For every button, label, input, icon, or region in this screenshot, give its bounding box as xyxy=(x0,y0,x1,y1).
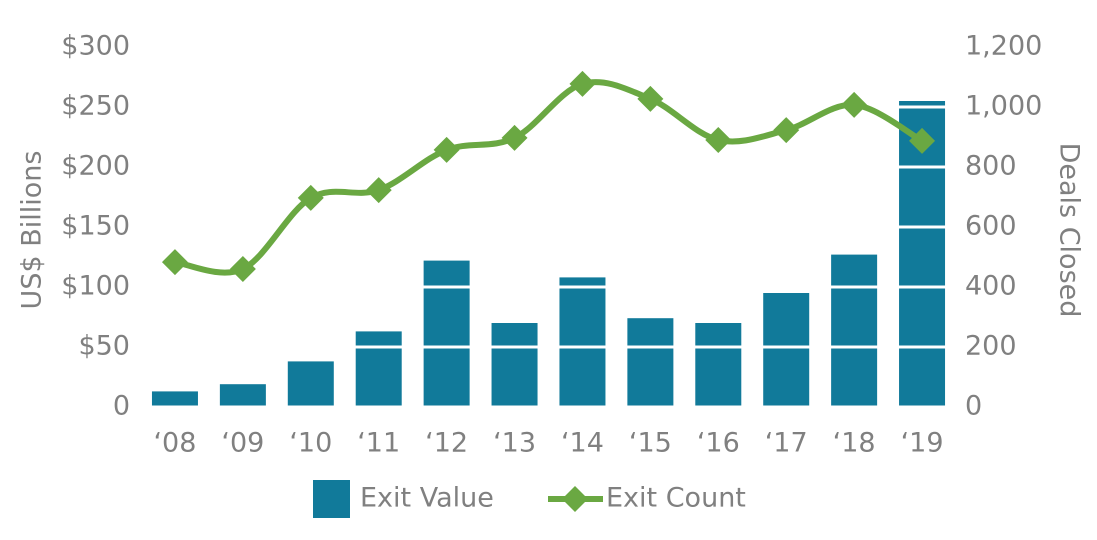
line-marker xyxy=(433,136,460,163)
y2-tick-label: 0 xyxy=(965,391,982,422)
line-marker xyxy=(297,184,324,211)
x-tick-label: ‘14 xyxy=(561,428,604,459)
x-tick-label: ‘17 xyxy=(765,428,808,459)
x-tick-label: ‘13 xyxy=(493,428,536,459)
x-tick-label: ‘18 xyxy=(833,428,876,459)
y-tick-label: $250 xyxy=(61,91,130,122)
bar xyxy=(695,323,742,407)
line xyxy=(174,79,924,276)
bar xyxy=(559,277,606,407)
y-axis-title: US$ Billions xyxy=(17,151,48,310)
x-tick-label: ‘11 xyxy=(357,428,400,459)
y2-tick-label: 800 xyxy=(965,151,1017,182)
y2-tick-label: 1,000 xyxy=(965,91,1042,122)
line-marker xyxy=(637,85,664,112)
line-marker xyxy=(773,117,800,144)
y2-axis-title: Deals Closed xyxy=(1054,143,1085,318)
bar xyxy=(423,260,470,407)
y-tick-label: $100 xyxy=(61,271,130,302)
bar xyxy=(831,254,878,407)
line-marker xyxy=(841,91,868,118)
x-tick-label: ‘10 xyxy=(289,428,332,459)
x-tick-label: ‘12 xyxy=(425,428,468,459)
x-tick-label: ‘09 xyxy=(221,428,264,459)
y-tick-label: $150 xyxy=(61,211,130,242)
y-tick-label: $50 xyxy=(78,331,130,362)
line-marker xyxy=(365,177,392,204)
y-tick-label: 0 xyxy=(113,391,130,422)
y2-tick-label: 600 xyxy=(965,211,1017,242)
bar xyxy=(151,391,198,407)
legend-marker xyxy=(562,486,588,512)
y-tick-label: $300 xyxy=(61,31,130,62)
x-tick-label: ‘08 xyxy=(153,428,196,459)
y2-tick-label: 200 xyxy=(965,331,1017,362)
bar xyxy=(287,361,334,407)
y2-tick-label: 1,200 xyxy=(965,31,1042,62)
y-tick-label: $200 xyxy=(61,151,130,182)
legend-label: Exit Value xyxy=(360,483,494,514)
bar xyxy=(355,331,402,407)
line-marker xyxy=(705,127,732,153)
bar xyxy=(219,384,266,407)
line-marker xyxy=(229,256,256,282)
line-marker xyxy=(501,124,528,151)
x-tick-label: ‘16 xyxy=(697,428,740,459)
legend-swatch xyxy=(313,480,350,518)
bar xyxy=(763,293,810,407)
x-tick-label: ‘19 xyxy=(901,428,944,459)
line-marker xyxy=(909,127,936,154)
bar xyxy=(491,323,538,407)
y2-tick-label: 400 xyxy=(965,271,1017,302)
bar xyxy=(627,318,674,407)
x-tick-label: ‘15 xyxy=(629,428,672,459)
line-marker xyxy=(569,70,596,97)
legend-label: Exit Count xyxy=(606,483,746,514)
line-marker xyxy=(161,249,188,276)
